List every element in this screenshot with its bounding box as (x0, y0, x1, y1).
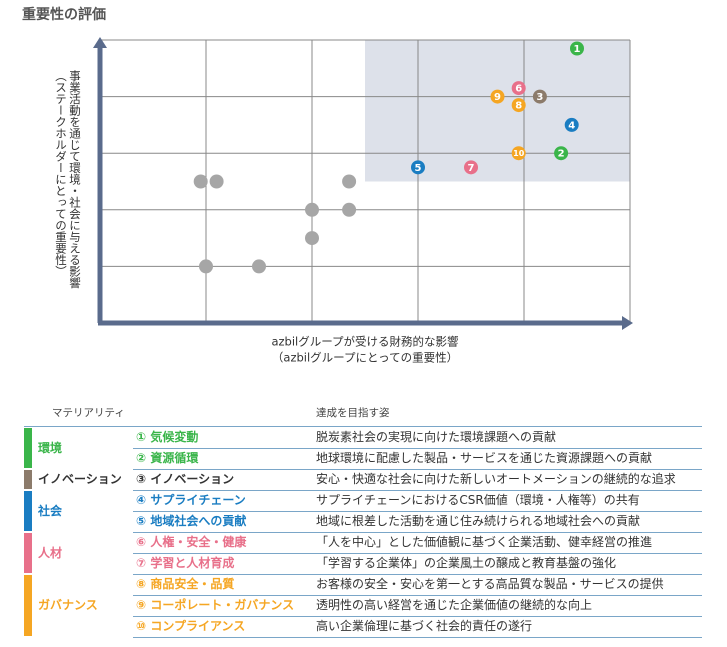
point-label: 1 (574, 44, 581, 55)
point-label: 4 (568, 120, 575, 131)
row-rule (133, 511, 702, 512)
highlight-region (365, 40, 630, 182)
goal: 高い企業倫理に基づく社会的責任の遂行 (316, 619, 533, 633)
point (511, 81, 526, 96)
goal: 「学習する企業体」の企業風土の醸成と教育基盤の強化 (316, 556, 617, 570)
row-rule (133, 574, 702, 575)
point (490, 89, 505, 104)
group-name: 人材 (38, 545, 63, 560)
point (532, 89, 547, 104)
row-rule (133, 490, 702, 491)
point (342, 174, 357, 189)
group-name: ガバナンス (38, 598, 98, 612)
table-header: マテリアリティ (52, 407, 125, 419)
point (464, 160, 478, 175)
y-axis-arrow (93, 37, 107, 48)
materiality-item: ⑥ 人権・安全・健康 (136, 535, 247, 549)
goal: サプライチェーンにおけるCSR価値（環境・人権等）の共有 (316, 493, 640, 507)
group-name: 環境 (38, 440, 63, 455)
materiality-item: ① 気候変動 (136, 430, 199, 444)
chart-title: 重要性の評価 (22, 6, 106, 23)
materiality-item: ⑦ 学習と人材育成 (136, 556, 235, 570)
point-label: 7 (468, 163, 475, 174)
point (511, 146, 526, 161)
point (193, 174, 208, 189)
group-color-bar (24, 575, 32, 636)
point (411, 160, 425, 175)
point-label: 8 (515, 101, 522, 112)
goal: 透明性の高い経営を通じた企業価値の継続的な向上 (316, 598, 593, 612)
group-name: 社会 (38, 503, 63, 518)
group-color-bar (24, 491, 32, 531)
x-axis-arrow (622, 316, 633, 330)
point-label: 6 (515, 84, 522, 95)
group-color-bar (24, 533, 32, 573)
chart: 重要性の評価 azbilグループが受ける財務的な影響 （azbilグループにとって… (22, 6, 633, 365)
y-axis-label-line: （ステークホルダーにとっての重要性） (54, 70, 68, 277)
point-label: 2 (558, 149, 565, 160)
group-color-bar (24, 428, 32, 468)
point (511, 98, 526, 113)
materiality-item: ⑨ コーポレート・ガバナンス (136, 598, 295, 612)
goal: お客様の安全・安心を第一とする高品質な製品・サービスの提供 (316, 577, 664, 591)
point (305, 231, 319, 246)
materiality-item: ⑤ 地域社会への貢献 (136, 514, 247, 528)
row-rule (133, 595, 702, 596)
point (199, 259, 213, 274)
point (305, 202, 319, 217)
goal: 地域に根差した活動を通じ住み続けられる地域社会への貢献 (316, 514, 641, 528)
goal: 脱炭素社会の実現に向けた環境課題への貢献 (316, 430, 557, 444)
row-rule (133, 553, 702, 554)
point-label: 10 (513, 149, 525, 158)
materiality-item: ⑧ 商品安全・品質 (136, 577, 235, 591)
row-rule (133, 637, 702, 638)
y-axis-label: 事業活動を通じて環境・社会に与える影響 （ステークホルダーにとっての重要性） (54, 70, 82, 310)
point (554, 146, 569, 161)
point (252, 259, 266, 274)
materiality-item: ③ イノベーション (136, 472, 235, 486)
point (209, 174, 224, 189)
point-label: 3 (536, 92, 543, 103)
point-label: 5 (415, 163, 422, 174)
x-axis-label: （azbilグループにとっての重要性） (272, 351, 458, 365)
point (564, 117, 579, 132)
x-axis-label: azbilグループが受ける財務的な影響 (271, 335, 458, 349)
y-axis-label-line: 事業活動を通じて環境・社会に与える影響 (68, 70, 82, 289)
row-rule (133, 616, 702, 617)
point-label: 9 (494, 92, 501, 103)
materiality-item: ② 資源循環 (136, 451, 199, 465)
header-rule (24, 426, 702, 427)
point (342, 202, 357, 217)
group-color-bar (24, 470, 32, 489)
materiality-item: ⑩ コンプライアンス (136, 619, 246, 633)
row-rule (133, 532, 702, 533)
group-name: イノベーション (38, 472, 122, 486)
table-header: 達成を目指す姿 (316, 407, 390, 419)
row-rule (133, 448, 702, 449)
point (570, 41, 584, 56)
row-rule (133, 469, 702, 470)
goal: 安心・快適な社会に向けた新しいオートメーションの継続的な追求 (316, 472, 676, 486)
materiality-item: ④ サプライチェーン (136, 493, 246, 507)
goal: 地球環境に配慮した製品・サービスを通じた資源課題への貢献 (316, 451, 653, 465)
goal: 「人を中心」とした価値観に基づく企業活動、健幸経営の推進 (316, 535, 653, 549)
